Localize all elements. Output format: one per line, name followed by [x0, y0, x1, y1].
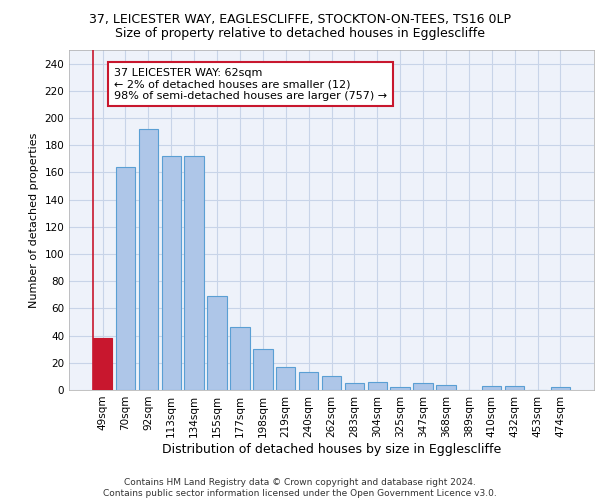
Text: Size of property relative to detached houses in Egglescliffe: Size of property relative to detached ho… — [115, 28, 485, 40]
Bar — [413, 383, 433, 390]
Bar — [276, 367, 295, 390]
Bar — [116, 167, 135, 390]
Bar — [161, 156, 181, 390]
Bar — [299, 372, 319, 390]
Bar — [208, 296, 227, 390]
Bar — [344, 383, 364, 390]
Text: Contains HM Land Registry data © Crown copyright and database right 2024.
Contai: Contains HM Land Registry data © Crown c… — [103, 478, 497, 498]
Bar — [505, 386, 524, 390]
Bar — [253, 349, 272, 390]
Y-axis label: Number of detached properties: Number of detached properties — [29, 132, 39, 308]
Bar — [322, 376, 341, 390]
Text: 37, LEICESTER WAY, EAGLESCLIFFE, STOCKTON-ON-TEES, TS16 0LP: 37, LEICESTER WAY, EAGLESCLIFFE, STOCKTO… — [89, 12, 511, 26]
Bar — [391, 388, 410, 390]
X-axis label: Distribution of detached houses by size in Egglescliffe: Distribution of detached houses by size … — [162, 442, 501, 456]
Bar — [230, 328, 250, 390]
Bar — [551, 388, 570, 390]
Bar — [482, 386, 502, 390]
Bar — [368, 382, 387, 390]
Bar — [436, 384, 455, 390]
Bar — [139, 129, 158, 390]
Bar — [93, 338, 112, 390]
Bar — [184, 156, 204, 390]
Text: 37 LEICESTER WAY: 62sqm
← 2% of detached houses are smaller (12)
98% of semi-det: 37 LEICESTER WAY: 62sqm ← 2% of detached… — [114, 68, 387, 101]
